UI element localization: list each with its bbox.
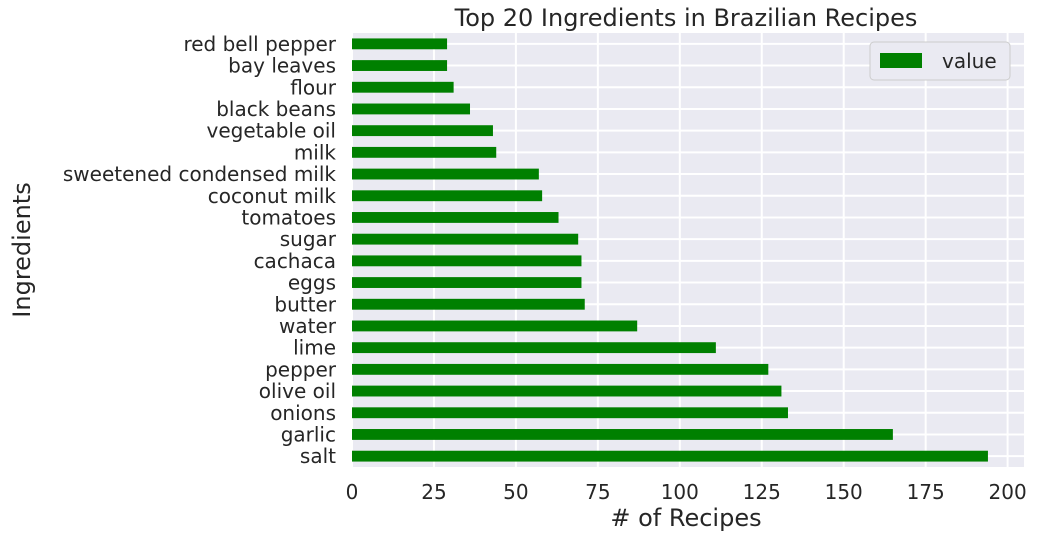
- bar: [352, 146, 497, 158]
- bar: [352, 363, 769, 375]
- x-tick-label: 0: [346, 480, 359, 504]
- bar: [352, 385, 782, 397]
- bar: [352, 60, 448, 71]
- y-tick-label: salt: [300, 444, 336, 468]
- legend: value: [869, 41, 1011, 81]
- x-axis-label: # of Recipes: [610, 504, 761, 532]
- bar: [352, 103, 471, 115]
- y-tick-label: vegetable oil: [206, 119, 336, 143]
- bar: [352, 429, 893, 440]
- y-tick-label: olive oil: [259, 379, 336, 403]
- x-tick-label: 150: [825, 480, 863, 504]
- y-tick-label: lime: [293, 336, 336, 360]
- bar: [352, 38, 448, 50]
- bar: [352, 320, 638, 332]
- y-axis-label: Ingredients: [8, 182, 36, 317]
- bar: [352, 298, 585, 310]
- bar: [352, 233, 579, 245]
- bar: [352, 125, 493, 137]
- x-tick-label: 75: [585, 480, 610, 504]
- chart-title: Top 20 Ingredients in Brazilian Recipes: [454, 4, 918, 32]
- bar: [352, 342, 716, 354]
- y-tick-label: milk: [294, 140, 337, 164]
- y-tick-label: bay leaves: [228, 54, 336, 78]
- y-tick-label: sugar: [280, 227, 337, 251]
- y-tick-label: red bell pepper: [183, 32, 336, 56]
- bar: [352, 168, 539, 180]
- y-tick-label: tomatoes: [241, 205, 336, 229]
- bar: [352, 212, 559, 223]
- bar: [352, 190, 543, 202]
- y-tick-label: onions: [270, 401, 336, 425]
- y-tick-label: sweetened condensed milk: [63, 162, 337, 186]
- bar: [352, 81, 454, 93]
- bar: [352, 450, 988, 462]
- y-tick-label: water: [279, 314, 337, 338]
- y-tick-label: cachaca: [254, 249, 336, 273]
- y-tick-label: coconut milk: [208, 184, 337, 208]
- y-tick-label: pepper: [265, 357, 337, 381]
- x-tick-label: 50: [503, 480, 528, 504]
- x-tick-label: 125: [743, 480, 781, 504]
- x-tick-labels: 0 25 50 75 100 125 150 175 200: [346, 480, 1027, 504]
- x-tick-label: 175: [907, 480, 945, 504]
- x-tick-label: 200: [989, 480, 1027, 504]
- legend-swatch: [880, 53, 922, 68]
- y-tick-label: black beans: [216, 97, 336, 121]
- y-tick-label: eggs: [288, 271, 336, 295]
- bar: [352, 277, 582, 288]
- bars: [352, 38, 988, 462]
- legend-label: value: [942, 49, 997, 73]
- legend-box: [869, 41, 1011, 81]
- y-tick-label: garlic: [281, 422, 336, 446]
- bar: [352, 255, 582, 267]
- bar: [352, 407, 788, 419]
- x-tick-label: 100: [661, 480, 699, 504]
- y-tick-label: butter: [274, 292, 336, 316]
- plot-area: [352, 33, 1024, 467]
- y-tick-label: flour: [290, 75, 337, 99]
- x-tick-label: 25: [421, 480, 446, 504]
